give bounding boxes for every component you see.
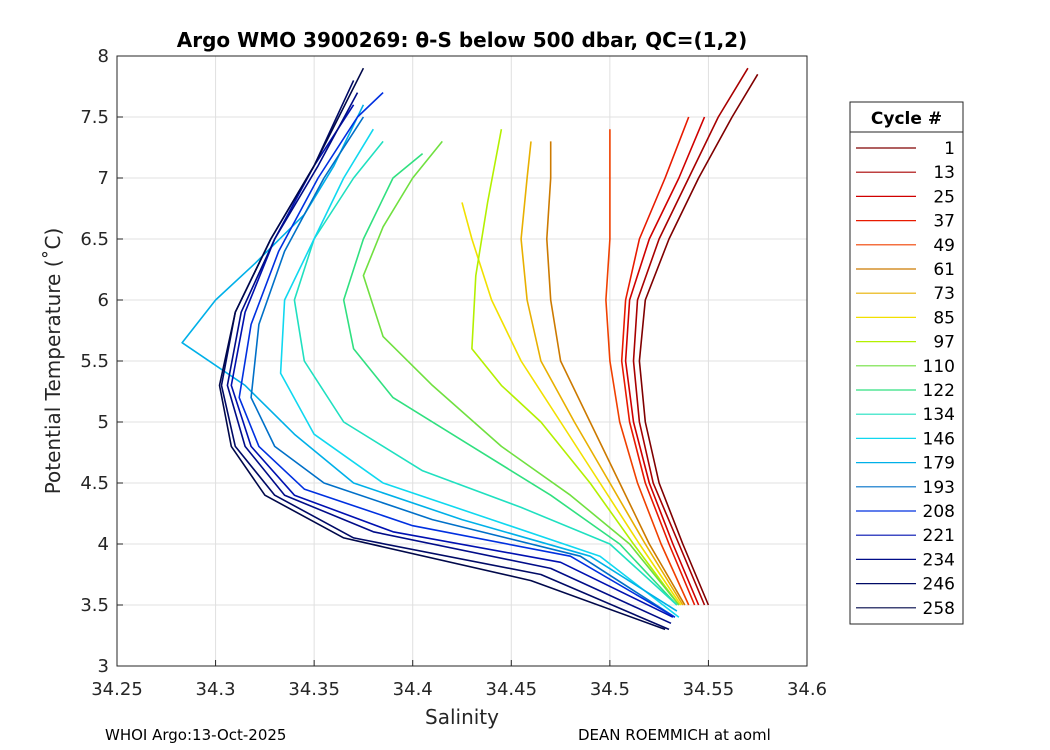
legend-entry-label: 208	[923, 502, 955, 522]
legend-entry-label: 193	[923, 478, 955, 498]
x-tick-label: 34.45	[486, 679, 538, 700]
y-tick-label: 5.5	[80, 351, 109, 372]
footer-left-text: WHOI Argo:13-Oct-2025	[105, 726, 287, 744]
legend-entry-label: 73	[933, 284, 955, 304]
series-line-cycle-110	[362, 140, 680, 606]
legend-entry-label: 134	[923, 405, 955, 425]
series-line-cycle-1	[638, 73, 759, 606]
y-tick-label: 3	[98, 656, 109, 677]
y-tick-label: 6.5	[80, 229, 109, 250]
legend-entry-label: 179	[923, 454, 955, 474]
legend-entry-label: 1	[944, 139, 955, 159]
series-line-cycle-49	[605, 129, 690, 606]
legend-entry-label: 234	[923, 550, 955, 570]
y-tick-label: 6	[98, 290, 109, 311]
series-line-cycle-97	[471, 129, 680, 606]
series-line-cycle-37	[620, 116, 696, 606]
legend-entry-label: 221	[923, 526, 955, 546]
series-line-cycle-146	[279, 128, 680, 618]
footer-right-text: DEAN ROEMMICH at aoml	[578, 726, 771, 744]
x-tick-label: 34.25	[91, 679, 143, 700]
legend-entry-label: 13	[933, 163, 955, 183]
series-line-cycle-134	[293, 140, 678, 606]
legend-entry-label: 49	[933, 236, 955, 256]
legend-entry-label: 37	[933, 212, 955, 232]
x-tick-label: 34.5	[590, 679, 630, 700]
y-axis-label: Potential Temperature (˚C)	[41, 228, 65, 495]
y-tick-label: 3.5	[80, 595, 109, 616]
x-tick-label: 34.4	[393, 679, 433, 700]
chart-title: Argo WMO 3900269: θ-S below 500 dbar, QC…	[177, 28, 747, 52]
series-line-cycle-234	[226, 92, 672, 625]
series-line-cycle-25	[624, 116, 706, 606]
series-line-cycle-208	[238, 92, 676, 618]
legend-entry-label: 85	[933, 308, 955, 328]
legend: Cycle #1 13 25 37 49 61 73 85 97 110 122 134 146 179 1…	[849, 101, 964, 625]
legend-entry-label: 61	[933, 260, 955, 280]
legend-title: Cycle #	[871, 109, 942, 129]
y-tick-label: 8	[98, 46, 109, 67]
legend-entry-label: 97	[933, 333, 955, 353]
series-line-cycle-85	[461, 202, 682, 606]
series-line-cycle-258	[218, 67, 666, 631]
legend-box	[849, 101, 964, 625]
series-line-cycle-221	[230, 104, 674, 618]
y-tick-label: 4	[98, 534, 109, 555]
y-tick-label: 4.5	[80, 473, 109, 494]
x-tick-label: 34.35	[288, 679, 340, 700]
series-line-cycle-122	[342, 152, 678, 606]
legend-entry-label: 122	[923, 381, 955, 401]
legend-entry-label: 246	[923, 575, 955, 595]
x-axis-label: Salinity	[425, 705, 499, 729]
y-tick-label: 7	[98, 168, 109, 189]
x-tick-label: 34.55	[683, 679, 735, 700]
legend-entry-label: 25	[933, 187, 955, 207]
x-tick-label: 34.6	[787, 679, 827, 700]
series-line-cycle-193	[250, 116, 676, 618]
legend-entry-label: 146	[923, 429, 955, 449]
legend-entry-label: 258	[923, 599, 955, 619]
series-line-cycle-13	[632, 67, 749, 606]
y-tick-label: 7.5	[80, 107, 109, 128]
legend-entry-label: 110	[923, 357, 955, 377]
series-line-cycle-179	[181, 104, 678, 612]
x-tick-label: 34.3	[196, 679, 236, 700]
series-line-cycle-73	[520, 141, 684, 606]
series-line-cycle-61	[545, 141, 686, 606]
y-tick-label: 5	[98, 412, 109, 433]
